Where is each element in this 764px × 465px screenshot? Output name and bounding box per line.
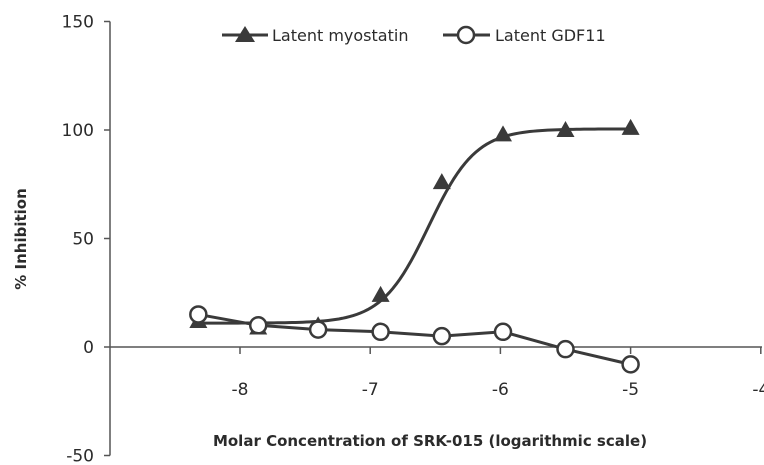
axes — [109, 21, 762, 456]
data-point-latent-gdf11 — [308, 320, 328, 339]
legend-item-latent-gdf11: Latent GDF11 — [443, 25, 606, 45]
legend-item-latent-myostatin: Latent myostatin — [222, 26, 408, 45]
data-point-latent-gdf11 — [621, 355, 640, 374]
x-axis-ticks: -8 -7 -6 -5 -4 — [232, 347, 764, 400]
x-tick-label: -4 — [752, 380, 764, 400]
x-tick-label: -6 — [492, 380, 509, 400]
data-point-latent-myostatin — [432, 173, 451, 190]
series-line-latent-gdf11 — [198, 312, 631, 366]
series-line-latent-myostatin — [198, 127, 631, 325]
legend-marker-triangle-icon — [235, 26, 255, 42]
data-point-latent-gdf11 — [556, 339, 575, 359]
x-tick-label: -5 — [622, 380, 639, 400]
data-point-latent-gdf11 — [371, 322, 390, 342]
data-point-latent-gdf11 — [493, 322, 513, 342]
y-tick-label: 50 — [72, 230, 94, 250]
x-tick-label: -8 — [232, 380, 249, 400]
data-point-latent-myostatin — [556, 121, 575, 137]
legend-label-latent-gdf11: Latent GDF11 — [495, 26, 606, 45]
y-tick-label: -50 — [66, 447, 94, 465]
data-point-latent-myostatin — [621, 118, 640, 135]
legend-label-latent-myostatin: Latent myostatin — [272, 26, 408, 45]
data-point-latent-myostatin — [371, 285, 390, 302]
legend-marker-circle-icon — [456, 25, 476, 45]
data-point-latent-myostatin — [494, 125, 513, 142]
y-axis-title: % Inhibition — [12, 188, 30, 290]
y-axis-ticks: -50 0 50 100 150 — [62, 13, 110, 465]
x-tick-label: -7 — [362, 380, 379, 400]
y-tick-label: 100 — [62, 121, 94, 141]
legend: Latent myostatin Latent GDF11 — [222, 25, 606, 45]
data-point-latent-gdf11 — [432, 326, 452, 346]
data-point-latent-gdf11 — [248, 316, 268, 335]
series-layer — [189, 118, 640, 374]
data-point-latent-gdf11 — [189, 305, 208, 324]
x-axis-title: Molar Concentration of SRK-015 (logarith… — [213, 432, 647, 450]
y-tick-label: 150 — [62, 13, 94, 33]
y-tick-label: 0 — [83, 338, 94, 358]
